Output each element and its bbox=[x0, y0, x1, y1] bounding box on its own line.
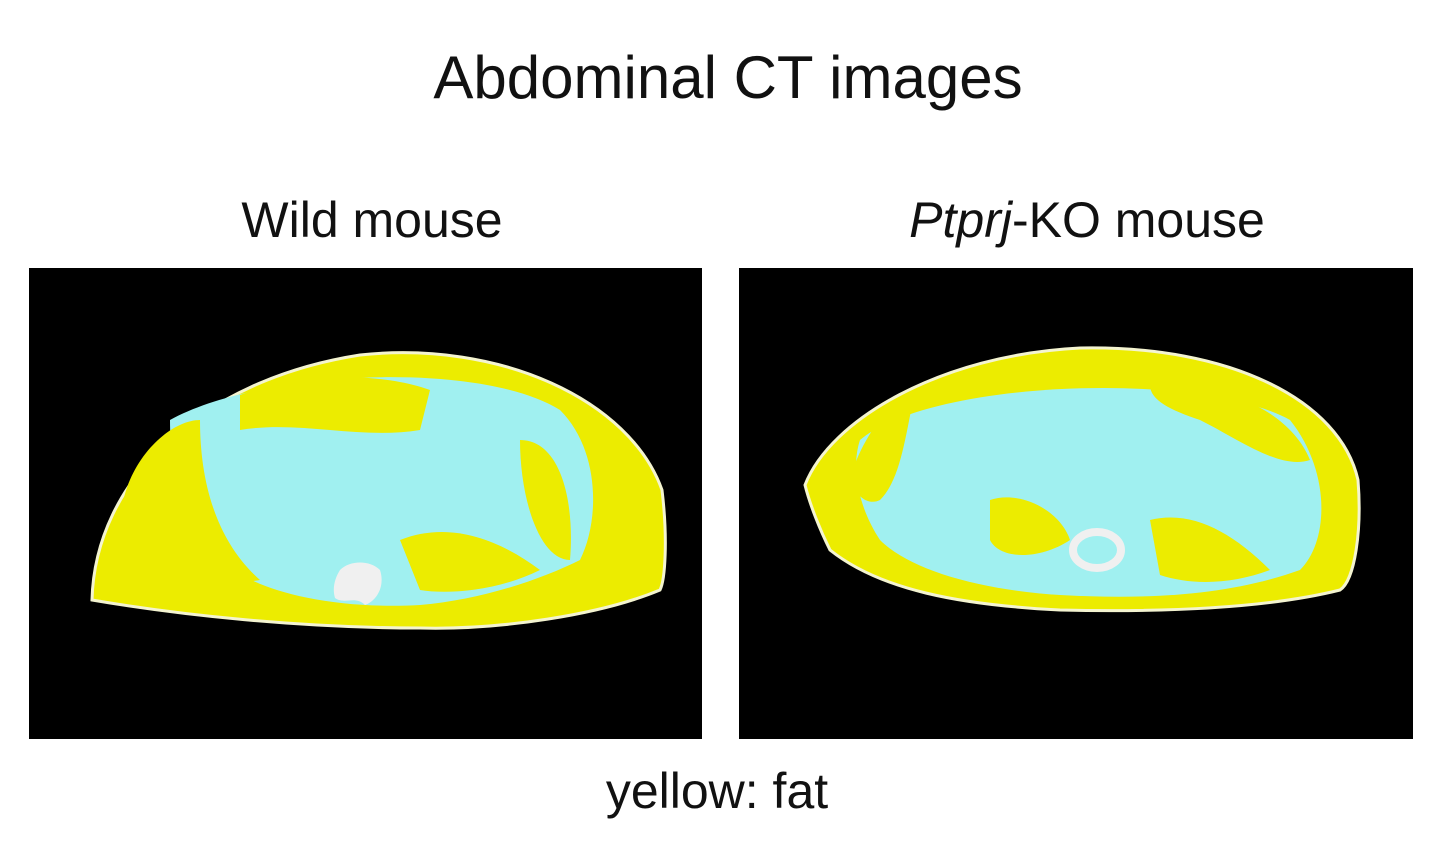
fat-region bbox=[1150, 517, 1270, 582]
ct-image-ko bbox=[739, 268, 1413, 739]
fat-region bbox=[1150, 384, 1310, 462]
fat-region bbox=[120, 420, 260, 584]
panel-label: Wild mouse bbox=[241, 192, 502, 248]
panel-label: Ptprj-KO mouse bbox=[909, 192, 1265, 248]
ct-image-wild bbox=[29, 268, 702, 739]
caption: yellow: fat bbox=[606, 763, 828, 819]
fat-region bbox=[240, 377, 430, 433]
panel-label-text: Wild mouse bbox=[241, 192, 502, 248]
fat-region bbox=[400, 531, 540, 592]
fat-region bbox=[990, 497, 1070, 555]
figure-title: Abdominal CT images bbox=[433, 44, 1022, 111]
gene-name: Ptprj bbox=[909, 192, 1014, 248]
vertebra bbox=[333, 562, 382, 605]
fat-region bbox=[850, 390, 915, 502]
fat-region bbox=[520, 440, 571, 560]
vertebra bbox=[1069, 528, 1125, 572]
panel-label-text: -KO mouse bbox=[1012, 192, 1265, 248]
